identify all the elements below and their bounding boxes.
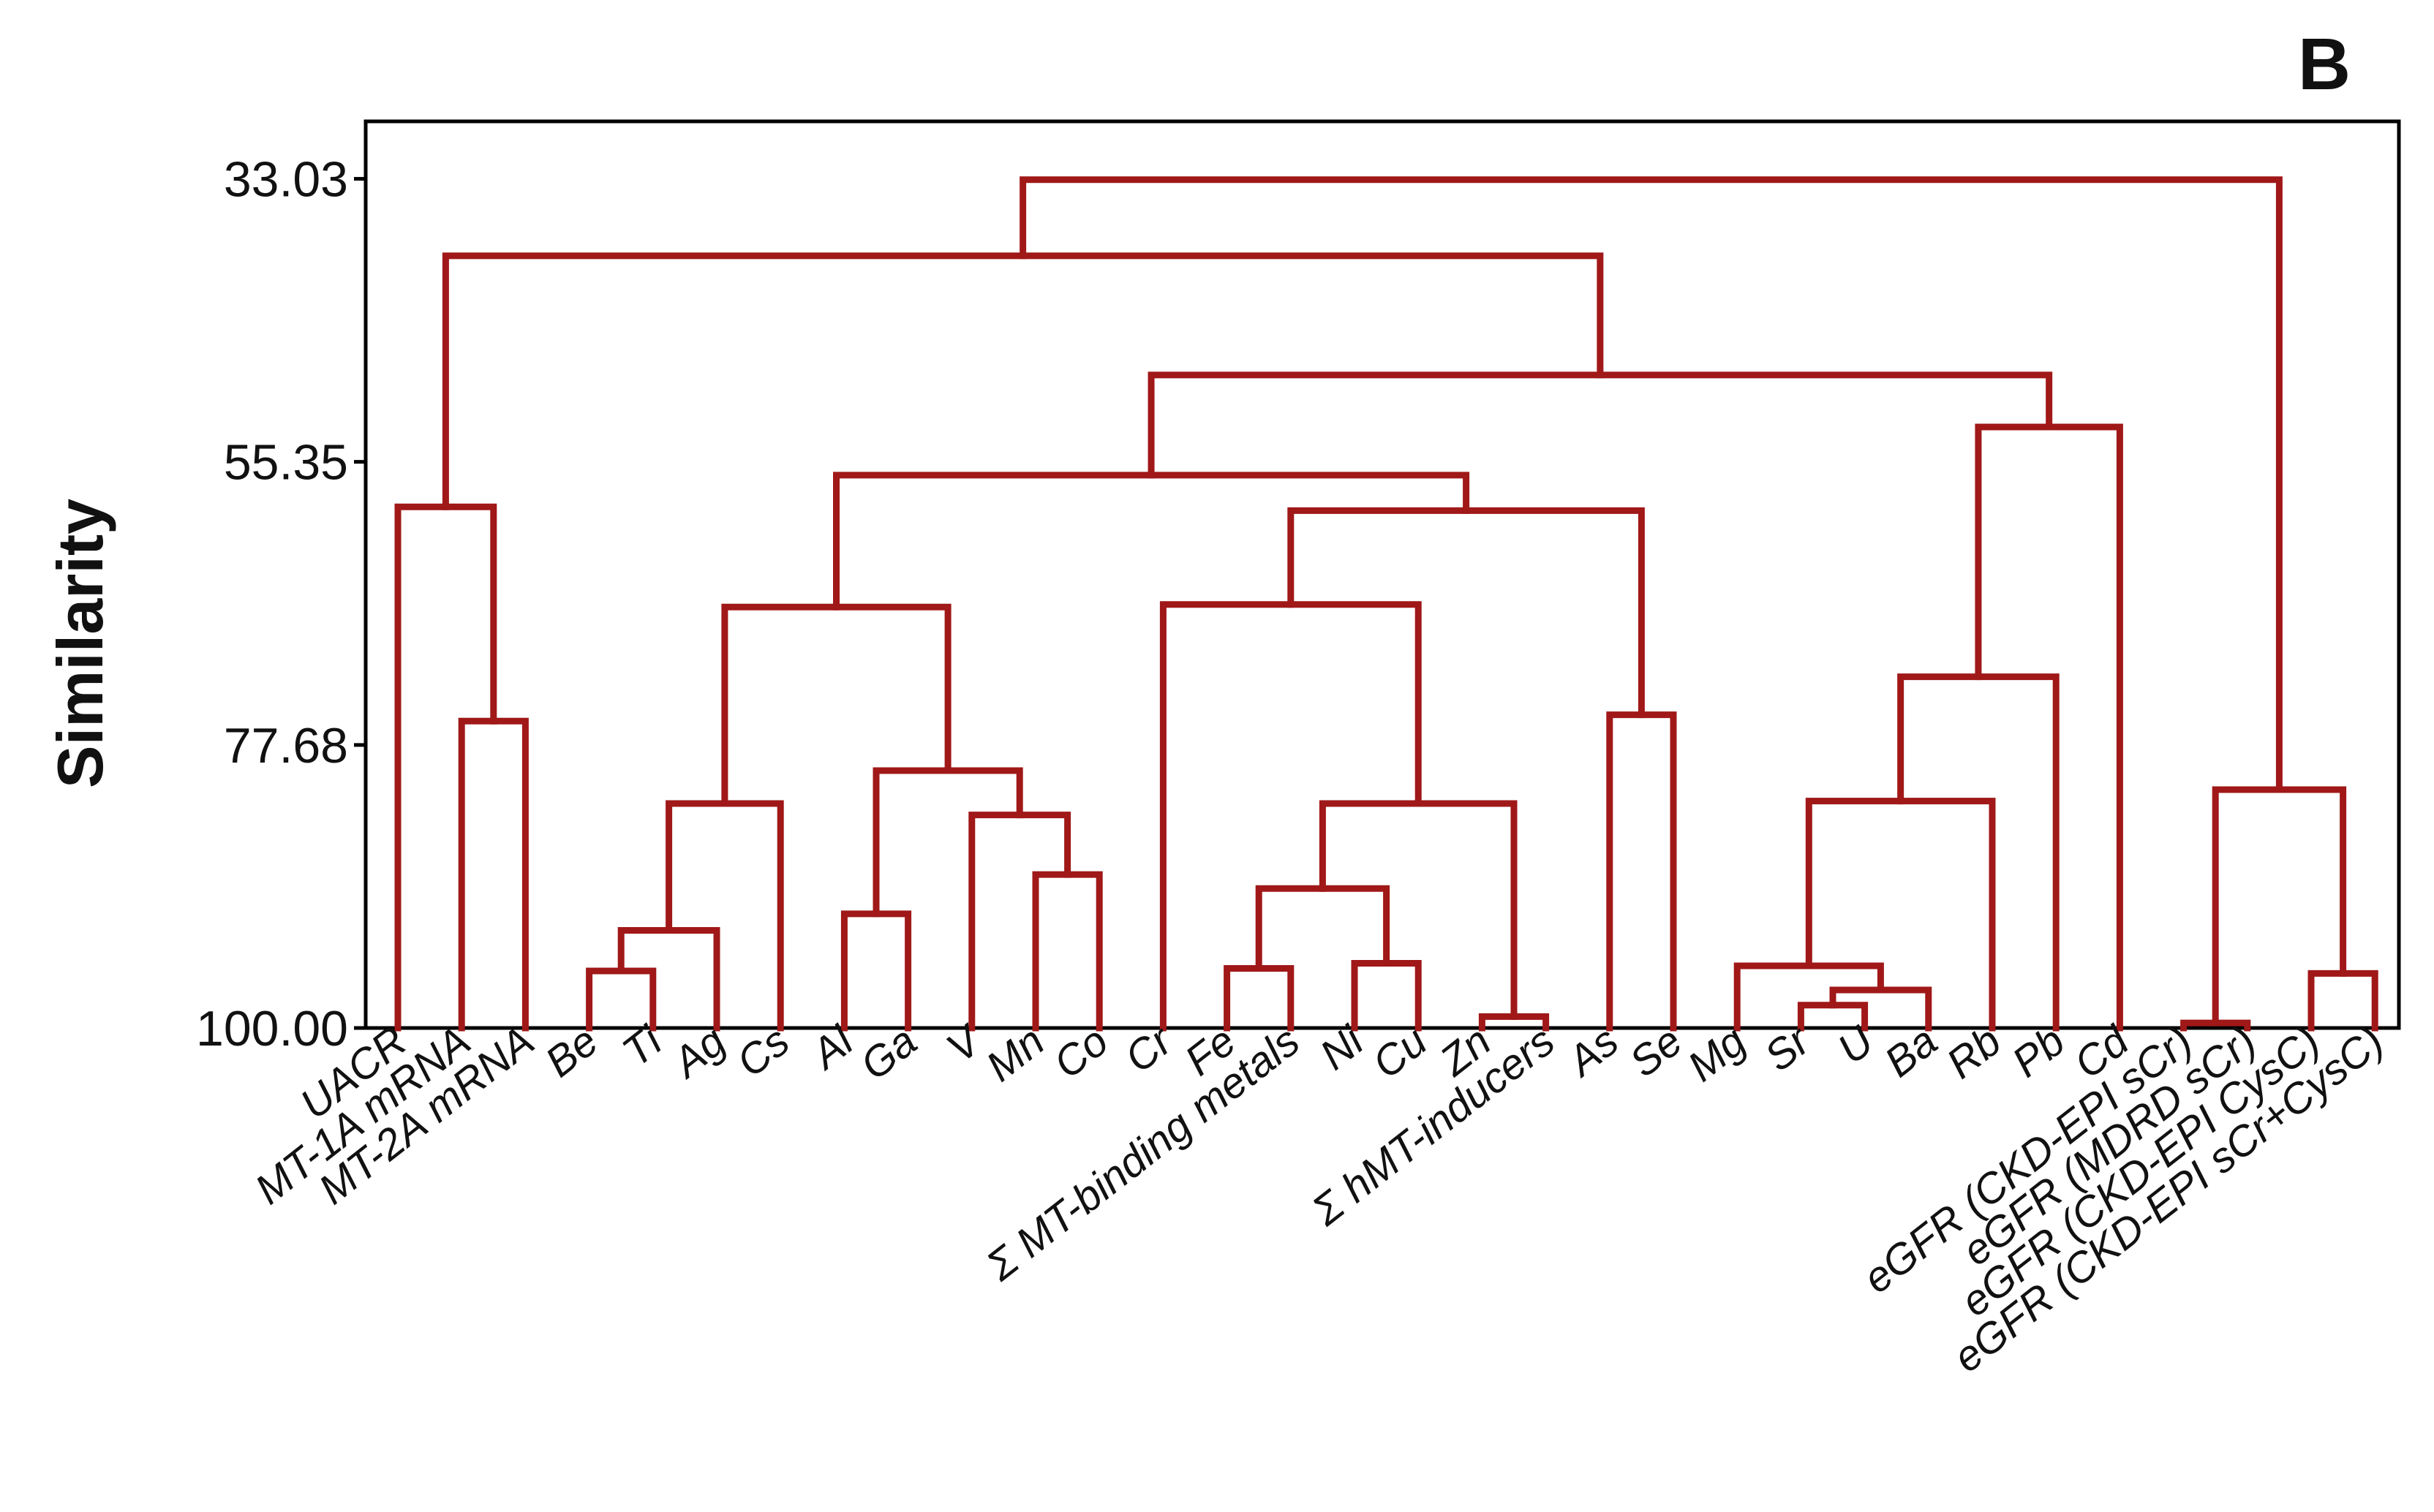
leaf-label: Sr (1756, 1016, 1820, 1081)
dendrogram-link (586, 967, 657, 1032)
dendrogram-link (666, 800, 784, 1032)
dendrogram-link (442, 252, 1604, 510)
y-tick-label: 33.03 (224, 152, 348, 208)
leaf-label: Ti (614, 1016, 671, 1076)
leaf-label: Cr (1116, 1016, 1182, 1082)
leaf-label: V (938, 1015, 992, 1072)
dendrogram-link (617, 926, 720, 1032)
dendrogram-link (1897, 673, 2060, 1032)
dendrogram-link (968, 812, 1071, 1032)
dendrogram-link (840, 910, 912, 1032)
dendrogram-link (1351, 960, 1422, 1032)
dendrogram-link (2212, 786, 2347, 1027)
dendrogram-link (1255, 885, 1390, 972)
y-axis-ticks: 33.03 55.35 77.68 100.00 (196, 152, 366, 1056)
dendrogram-link (1287, 507, 1645, 719)
y-tick-label: 55.35 (224, 435, 348, 491)
dendrogram-link (1975, 423, 2123, 1032)
dendrogram-link (1606, 711, 1677, 1032)
dendrogram-link (1224, 964, 1295, 1032)
leaf-label: U (1829, 1016, 1883, 1073)
dendrogram-link (394, 503, 497, 1032)
dendrogram-link (1805, 798, 1996, 1032)
dendrogram-link (873, 767, 1023, 918)
dendrogram-link (721, 603, 952, 807)
dendrogram-link (1148, 371, 2053, 479)
dendrogram-links (394, 176, 2378, 1032)
y-tick-label: 100.00 (196, 1001, 348, 1056)
leaf-label: Al (801, 1016, 863, 1079)
y-tick-label: 77.68 (224, 718, 348, 774)
dendrogram-link (833, 472, 1470, 611)
plot-frame (363, 119, 2401, 1030)
panel-letter: B (2298, 23, 2351, 105)
dendrogram-link (1032, 871, 1103, 1032)
dendrogram-link (1733, 962, 1884, 1032)
leaf-label: Ni (1311, 1016, 1374, 1079)
dendrogram-link (458, 717, 529, 1032)
y-axis-title: Similarity (44, 499, 116, 788)
dendrogram-link (1020, 176, 2283, 793)
